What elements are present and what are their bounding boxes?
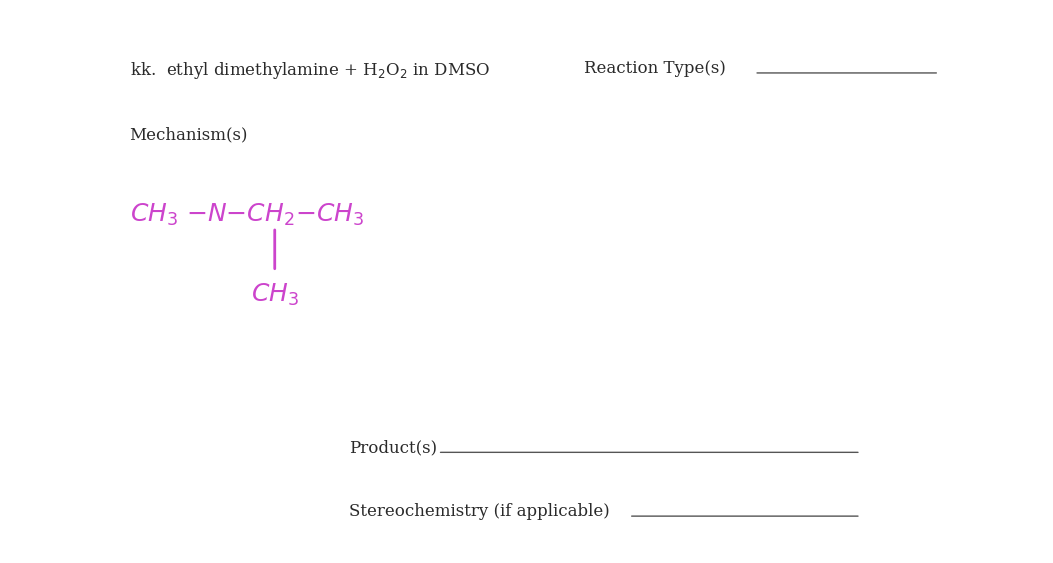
Text: Product(s): Product(s) (349, 440, 437, 457)
Text: Mechanism(s): Mechanism(s) (130, 126, 249, 143)
Text: kk.  ethyl dimethylamine + H$_2$O$_2$ in DMSO: kk. ethyl dimethylamine + H$_2$O$_2$ in … (130, 60, 490, 81)
Text: CH$_3$: CH$_3$ (251, 282, 299, 308)
Text: Stereochemistry (if applicable): Stereochemistry (if applicable) (349, 503, 610, 520)
Text: Reaction Type(s): Reaction Type(s) (584, 60, 726, 77)
Text: CH$_3$ $-$N$-$CH$_2$$-$CH$_3$: CH$_3$ $-$N$-$CH$_2$$-$CH$_3$ (130, 202, 364, 228)
